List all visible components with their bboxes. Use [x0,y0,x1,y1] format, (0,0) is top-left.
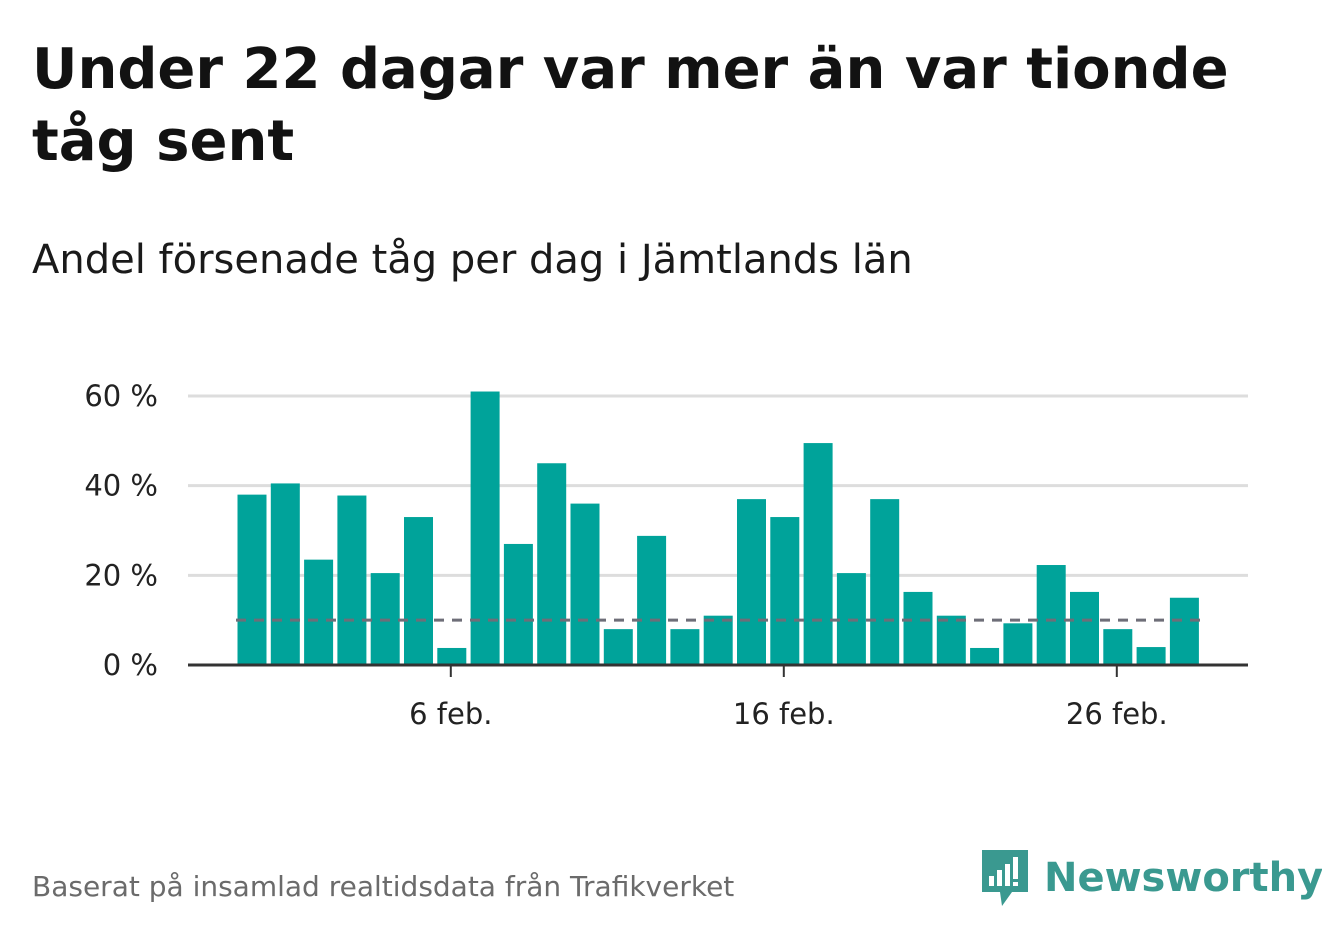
y-tick-label: 40 % [84,469,158,503]
bar [570,503,600,665]
chart-title: Under 22 dagar var mer än var tionde tåg… [32,37,1229,174]
bar [537,463,567,665]
bar [970,647,1000,665]
x-tick-label: 6 feb. [409,697,492,731]
bar [637,535,667,665]
bar [737,499,766,665]
bar [803,443,833,665]
axes: 0 % 20 % 40 % 60 % 6 feb. 16 feb. 26 feb. [84,379,1248,731]
bar [470,391,500,665]
bar [1036,565,1066,665]
y-tick-label: 0 % [103,648,158,682]
bar [770,517,800,665]
bars [237,391,1199,665]
y-tick-label: 60 % [84,379,158,413]
newsworthy-speech-bubble-bar-icon [982,850,1028,906]
bar [903,591,933,665]
bar [437,647,467,665]
y-tick-label: 20 % [84,558,158,592]
bar [703,615,733,665]
bar [270,483,300,665]
x-tick-label: 26 feb. [1066,697,1168,731]
x-tick-label: 16 feb. [733,697,835,731]
brand-logo: Newsworthy [980,848,1322,908]
bar [304,559,334,665]
bar [1003,623,1033,665]
bar [337,495,367,665]
bar [603,629,633,665]
bar [870,499,900,665]
brand-name: Newsworthy [1044,855,1322,901]
bar [936,615,966,665]
source-note: Baserat på insamlad realtidsdata från Tr… [32,870,735,903]
bar [1169,597,1199,665]
chart-subtitle: Andel försenade tåg per dag i Jämtlands … [32,237,913,283]
bar [1070,591,1099,665]
bar [1136,647,1166,665]
bar [1103,629,1133,665]
bar [237,494,267,665]
bar [503,543,533,665]
bar [404,517,433,665]
bar [670,629,700,665]
